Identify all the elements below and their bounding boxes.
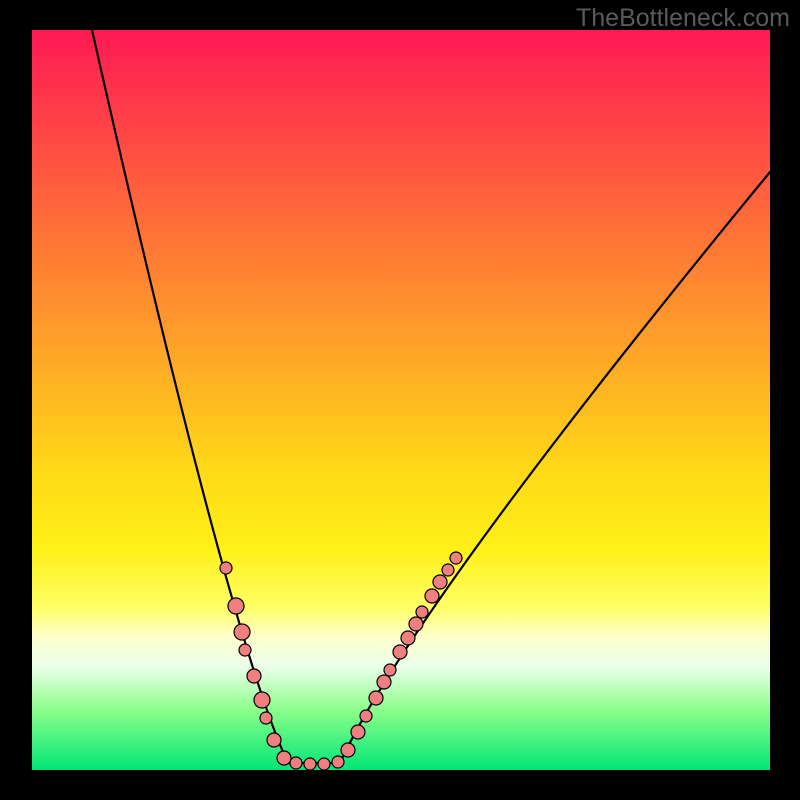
plot-gradient-area	[32, 30, 770, 770]
watermark-text: TheBottleneck.com	[576, 4, 790, 33]
chart-stage: { "meta": { "watermark_text": "TheBottle…	[0, 0, 800, 800]
